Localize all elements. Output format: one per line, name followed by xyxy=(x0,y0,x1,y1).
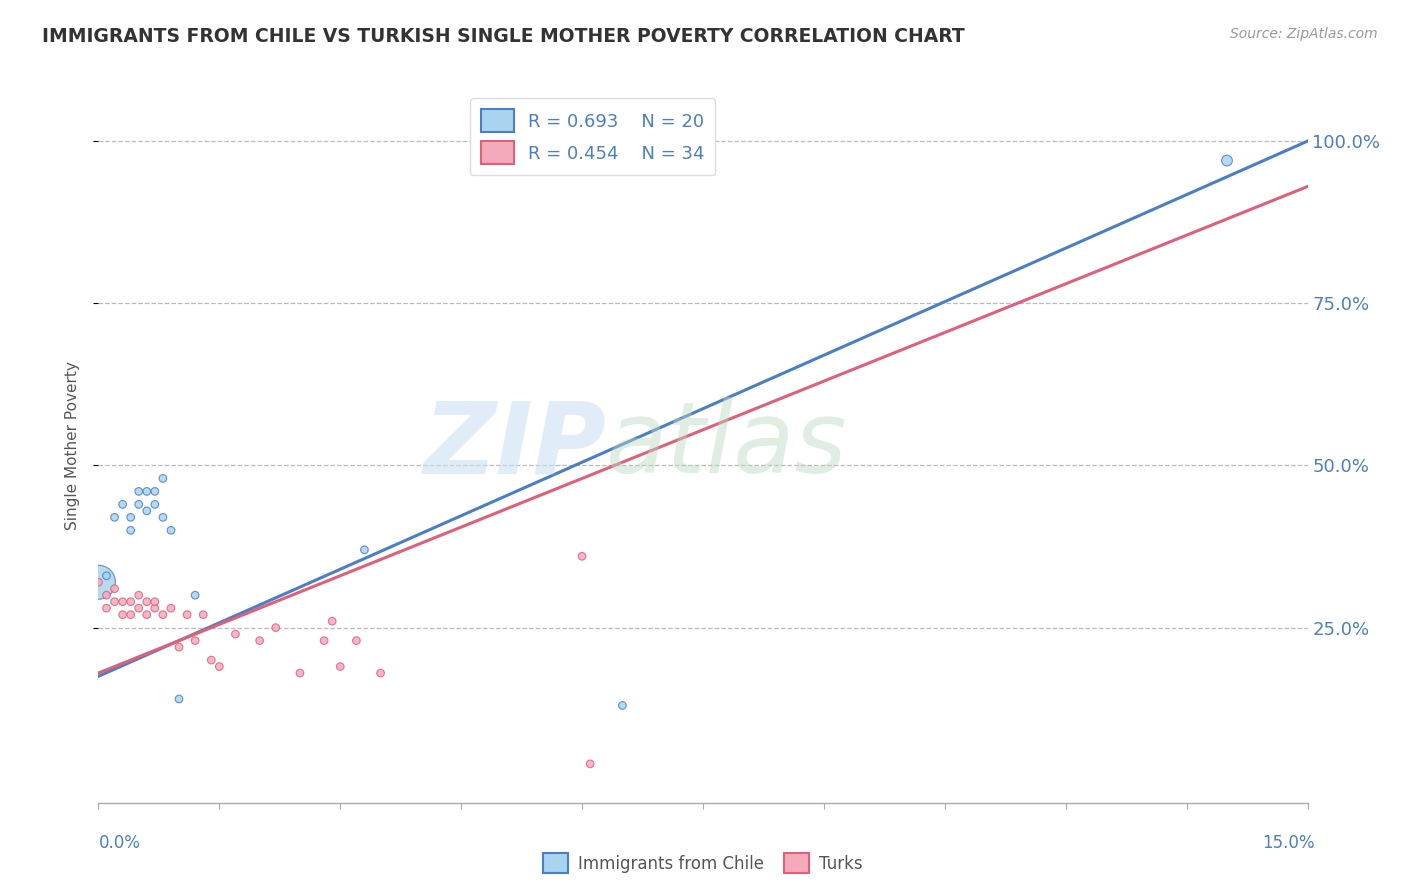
Point xyxy=(200,653,222,667)
Point xyxy=(128,588,150,602)
Text: IMMIGRANTS FROM CHILE VS TURKISH SINGLE MOTHER POVERTY CORRELATION CHART: IMMIGRANTS FROM CHILE VS TURKISH SINGLE … xyxy=(42,27,965,45)
Point xyxy=(143,595,166,609)
Point xyxy=(288,666,311,681)
Point xyxy=(103,510,125,524)
Point xyxy=(135,607,157,622)
Point xyxy=(135,595,157,609)
Point xyxy=(571,549,593,564)
Point xyxy=(96,568,118,582)
Point xyxy=(111,595,134,609)
Point xyxy=(579,756,602,771)
Point xyxy=(111,607,134,622)
Point xyxy=(96,588,118,602)
Point xyxy=(249,633,271,648)
Point xyxy=(120,510,142,524)
Point xyxy=(208,659,231,673)
Text: atlas: atlas xyxy=(606,398,848,494)
Point xyxy=(152,510,174,524)
Point xyxy=(353,542,375,557)
Point xyxy=(184,633,207,648)
Point xyxy=(167,692,190,706)
Point xyxy=(160,524,183,538)
Point xyxy=(128,601,150,615)
Point xyxy=(87,575,110,590)
Point xyxy=(321,614,343,628)
Point xyxy=(120,595,142,609)
Point xyxy=(143,484,166,499)
Point xyxy=(184,588,207,602)
Point xyxy=(612,698,634,713)
Text: Source: ZipAtlas.com: Source: ZipAtlas.com xyxy=(1230,27,1378,41)
Point xyxy=(128,497,150,511)
Point xyxy=(314,633,336,648)
Point xyxy=(87,575,110,590)
Point xyxy=(135,484,157,499)
Point xyxy=(1216,153,1239,168)
Point xyxy=(152,607,174,622)
Point xyxy=(152,471,174,485)
Point xyxy=(193,607,215,622)
Point xyxy=(329,659,352,673)
Point xyxy=(96,601,118,615)
Point xyxy=(224,627,246,641)
Text: ZIP: ZIP xyxy=(423,398,606,494)
Legend: Immigrants from Chile, Turks: Immigrants from Chile, Turks xyxy=(537,847,869,880)
Point xyxy=(160,601,183,615)
Text: 0.0%: 0.0% xyxy=(98,834,141,852)
Point xyxy=(135,504,157,518)
Point xyxy=(128,484,150,499)
Point xyxy=(370,666,392,681)
Point xyxy=(103,582,125,596)
Point xyxy=(103,595,125,609)
Y-axis label: Single Mother Poverty: Single Mother Poverty xyxy=(65,361,80,531)
Point xyxy=(143,601,166,615)
Text: 15.0%: 15.0% xyxy=(1263,834,1315,852)
Point xyxy=(120,607,142,622)
Point xyxy=(264,621,287,635)
Point xyxy=(111,497,134,511)
Point xyxy=(176,607,198,622)
Point xyxy=(344,633,367,648)
Point xyxy=(167,640,190,654)
Point xyxy=(143,497,166,511)
Point xyxy=(120,524,142,538)
